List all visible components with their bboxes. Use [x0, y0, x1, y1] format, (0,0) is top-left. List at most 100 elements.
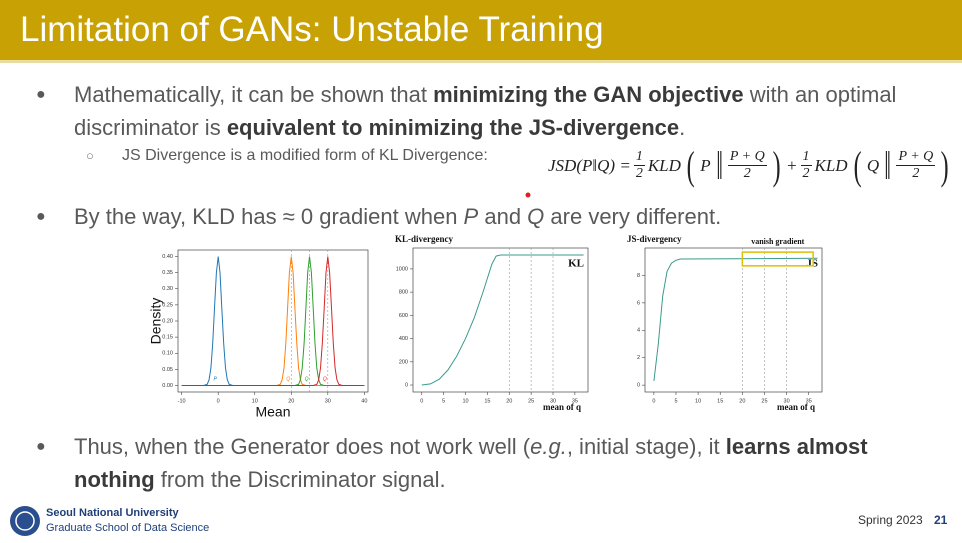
denominator: 2 [743, 166, 751, 181]
text-segment: equivalent to minimizing the JS-divergen… [226, 115, 680, 140]
y-tick-label: 0.20 [162, 318, 173, 324]
curve-label: Q [305, 376, 309, 382]
series-line [181, 256, 365, 386]
x-tick-label: 5 [442, 398, 445, 404]
plot-frame [412, 247, 589, 393]
bullet-dot: ● [36, 438, 46, 455]
text-segment: and [478, 204, 528, 229]
x-tick-label: 30 [325, 398, 331, 404]
x-tick-label: 10 [252, 398, 258, 404]
slide-title: Limitation of GANs: Unstable Training [20, 10, 604, 49]
series-line [653, 257, 818, 382]
text-segment: are very different. [544, 204, 722, 229]
y-axis-label: Density [148, 298, 164, 345]
x-tick-label: 0 [420, 398, 423, 404]
series-line [181, 256, 365, 386]
delimiter: ‖ [715, 143, 723, 188]
bullet: Mathematically, it can be shown that min… [74, 78, 914, 144]
x-tick-label: -10 [178, 398, 186, 404]
y-tick-label: 0 [637, 383, 640, 389]
y-tick-label: 0.05 [162, 367, 173, 373]
series-line [181, 256, 365, 386]
x-tick-label: 30 [784, 398, 790, 404]
plot-frame [644, 247, 823, 393]
x-axis-label: Mean [255, 404, 290, 420]
x-tick-label: 25 [761, 398, 767, 404]
x-tick-label: 20 [288, 398, 294, 404]
x-tick-label: 0 [652, 398, 655, 404]
y-tick-label: 0.35 [162, 270, 173, 276]
y-tick-label: 200 [399, 359, 408, 365]
delimiter: ( [686, 143, 695, 188]
text-segment: minimizing the GAN objective [433, 82, 744, 107]
numerator: 1 [633, 149, 645, 166]
text-segment: By the way, KLD has ≈ 0 gradient when [74, 204, 464, 229]
text-segment: with an optimal discriminator is [74, 82, 897, 140]
x-tick-label: 35 [806, 398, 812, 404]
y-tick-label: 8 [637, 273, 640, 279]
formula-text: P [700, 155, 711, 175]
highlight-box [741, 251, 814, 267]
school: Graduate School of Data Science [46, 522, 209, 534]
y-tick-label: 2 [637, 355, 640, 361]
x-tick-label: 40 [361, 398, 367, 404]
curve-label: P [214, 376, 218, 382]
legend-label: JS [806, 258, 818, 270]
y-tick-label: 6 [637, 300, 640, 306]
delimiter: ) [772, 143, 781, 188]
series-line [181, 256, 365, 386]
delimiter: ‖ [884, 143, 892, 188]
denominator: 2 [912, 166, 920, 181]
bullet: Thus, when the Generator does not work w… [74, 430, 934, 496]
text-segment: Thus, when the Generator does not work w… [74, 434, 531, 459]
formula-text: KLD [647, 155, 681, 175]
curve-label: Q [286, 376, 290, 382]
y-tick-label: 400 [399, 336, 408, 342]
denominator: 2 [802, 166, 810, 181]
x-tick-label: 30 [550, 398, 556, 404]
text-segment: from the Discriminator signal. [154, 467, 446, 492]
logo [15, 511, 35, 531]
delimiter: ( [853, 143, 862, 188]
delimiter: ) [940, 143, 949, 188]
x-axis-label: mean of q [777, 402, 815, 412]
bullet-dot: ● [36, 86, 46, 103]
legend-label: KL [568, 258, 584, 270]
formula-text: JSD(P‖Q) = [548, 155, 631, 175]
denominator: 2 [635, 166, 643, 181]
term: Spring 2023 [858, 513, 923, 527]
text-segment: Q [527, 204, 545, 229]
x-tick-label: 25 [528, 398, 534, 404]
page-number: 21 [934, 513, 948, 527]
sub-bullet-dot: ○ [86, 148, 94, 163]
y-tick-label: 4 [637, 328, 640, 334]
curve-label: Q [323, 376, 327, 382]
text-segment: . [679, 115, 686, 140]
x-tick-label: 35 [572, 398, 578, 404]
x-tick-label: 20 [506, 398, 512, 404]
header: Limitation of GANs: Unstable Training [0, 0, 962, 63]
pointer [525, 192, 531, 198]
chart-title: JS-divergency [627, 234, 682, 244]
sub-bullet: JS Divergence is a modified form of KL D… [122, 147, 488, 164]
y-tick-label: 0.10 [162, 351, 173, 357]
university: Seoul National University [46, 507, 180, 519]
text-segment: learns almost nothing [74, 434, 868, 492]
y-tick-label: 0.00 [162, 383, 173, 389]
text-segment: , initial stage), it [566, 434, 726, 459]
y-tick-label: 0.40 [162, 254, 173, 260]
x-axis-label: mean of q [543, 402, 581, 412]
numerator: P + Q [727, 149, 767, 166]
x-tick-label: 5 [674, 398, 677, 404]
x-tick-label: 15 [484, 398, 490, 404]
x-tick-label: 10 [695, 398, 701, 404]
series-line [421, 254, 584, 386]
y-tick-label: 0.30 [162, 286, 173, 292]
y-tick-label: 800 [399, 290, 408, 296]
bullet: By the way, KLD has ≈ 0 gradient when P … [74, 200, 934, 233]
y-tick-label: 1000 [396, 266, 408, 272]
